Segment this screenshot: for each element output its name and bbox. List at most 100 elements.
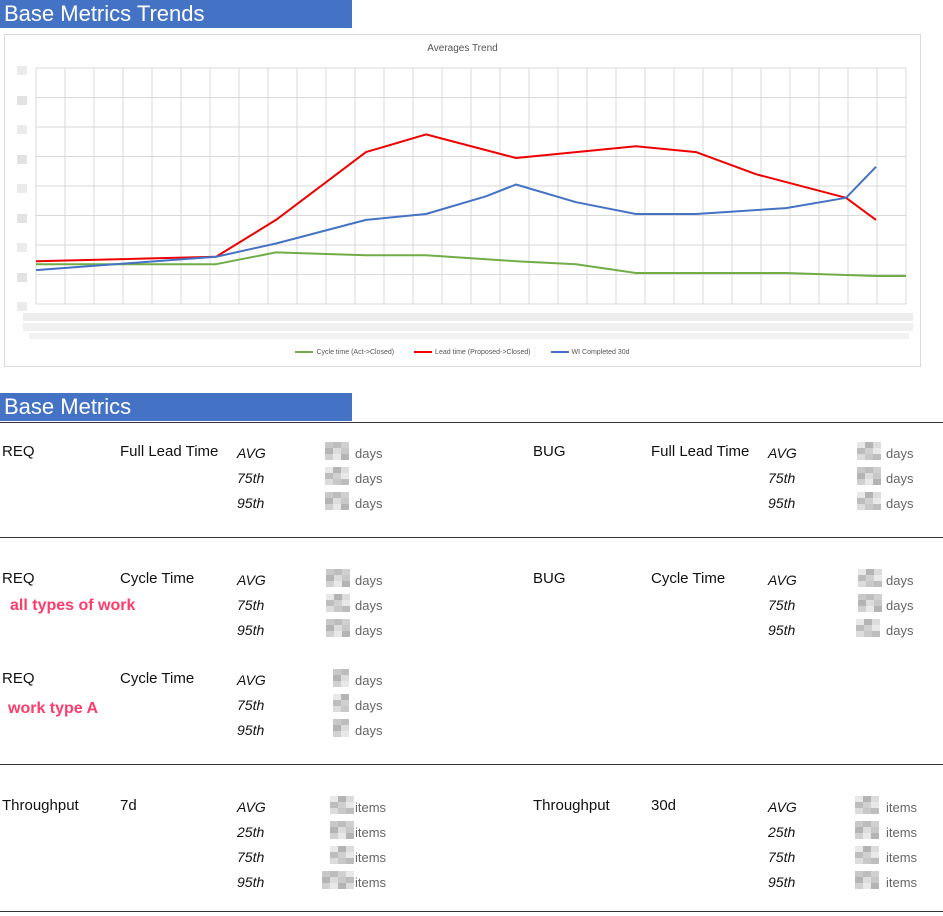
unit-label: days xyxy=(886,471,914,486)
redacted-value xyxy=(333,719,349,737)
metric-label: 30d xyxy=(651,797,677,814)
redacted-value xyxy=(333,694,349,712)
stat-label: AVG xyxy=(768,799,797,815)
stat-label: 95th xyxy=(237,722,265,738)
metric-label: Cycle Time xyxy=(651,570,726,587)
unit-label: days xyxy=(355,496,383,511)
unit-label: days xyxy=(355,471,383,486)
unit-label: days xyxy=(886,598,914,613)
stat-label: 75th xyxy=(237,597,265,613)
redacted-value xyxy=(857,467,881,485)
unit-label: days xyxy=(355,573,383,588)
x-axis-labels xyxy=(23,313,913,321)
divider xyxy=(0,422,943,423)
stat-label: 75th xyxy=(768,470,796,486)
category-label: REQ xyxy=(2,570,35,587)
redacted-value xyxy=(858,569,882,587)
annotation-work-type-a: work type A xyxy=(8,700,99,717)
redacted-value xyxy=(858,594,882,612)
redacted-value xyxy=(325,442,349,460)
y-axis-tick-label xyxy=(17,95,27,105)
redacted-value xyxy=(857,492,881,510)
stat-label: 95th xyxy=(237,622,265,638)
unit-label: days xyxy=(886,446,914,461)
unit-label: items xyxy=(355,850,387,865)
redacted-value xyxy=(325,492,349,510)
y-axis-tick-label xyxy=(17,272,27,282)
stat-label: 75th xyxy=(768,849,796,865)
stat-label: 75th xyxy=(237,849,265,865)
metric-label: Full Lead Time xyxy=(651,443,750,460)
unit-label: items xyxy=(886,875,918,890)
unit-label: days xyxy=(355,446,383,461)
stat-label: 95th xyxy=(237,495,265,511)
stat-label: AVG xyxy=(237,572,266,588)
unit-label: items xyxy=(886,800,918,815)
unit-label: days xyxy=(355,698,383,713)
legend-item-wi-completed: WI Completed 30d xyxy=(550,349,630,356)
category-label: BUG xyxy=(533,570,566,587)
stat-label: 25th xyxy=(237,824,265,840)
legend-item-cycle-time: Cycle time (Act->Closed) xyxy=(295,349,394,356)
chart-title: Averages Trend xyxy=(427,43,498,54)
stat-label: 95th xyxy=(768,874,796,890)
y-axis-tick-label xyxy=(17,125,27,134)
y-axis-tick-label xyxy=(17,302,27,311)
metric-label: 7d xyxy=(120,797,137,814)
unit-label: days xyxy=(355,673,383,688)
unit-label: items xyxy=(355,825,387,840)
redacted-value xyxy=(326,594,350,612)
x-axis-labels xyxy=(23,323,913,331)
y-axis-tick-label xyxy=(17,213,27,223)
stat-label: AVG xyxy=(237,672,266,688)
unit-label: days xyxy=(886,573,914,588)
redacted-value xyxy=(330,821,354,839)
x-axis-labels xyxy=(29,333,909,339)
redacted-value xyxy=(330,796,354,814)
series-line-2 xyxy=(35,166,877,272)
redacted-value xyxy=(855,846,879,864)
category-label: Throughput xyxy=(533,797,610,814)
unit-label: items xyxy=(355,800,387,815)
unit-label: days xyxy=(355,723,383,738)
unit-label: days xyxy=(355,598,383,613)
metrics-section-header: Base Metrics xyxy=(0,393,352,421)
redacted-value xyxy=(326,569,350,587)
redacted-value xyxy=(333,669,349,687)
category-label: Throughput xyxy=(2,797,79,814)
stat-label: 95th xyxy=(237,874,265,890)
stat-label: 75th xyxy=(768,597,796,613)
redacted-value xyxy=(330,846,354,864)
unit-label: items xyxy=(355,875,387,890)
divider xyxy=(0,911,943,912)
chart-legend: Cycle time (Act->Closed) Lead time (Prop… xyxy=(5,349,920,356)
series-line-0 xyxy=(36,251,906,277)
redacted-value xyxy=(855,821,879,839)
category-label: REQ xyxy=(2,443,35,460)
unit-label: days xyxy=(886,623,914,638)
redacted-value xyxy=(855,796,879,814)
redacted-value xyxy=(856,619,880,637)
redacted-value xyxy=(322,871,354,889)
unit-label: items xyxy=(886,850,918,865)
unit-label: days xyxy=(886,496,914,511)
chart-plot xyxy=(35,67,907,305)
series-line-1 xyxy=(35,133,877,263)
category-label: BUG xyxy=(533,443,566,460)
redacted-value xyxy=(325,467,349,485)
redacted-value xyxy=(857,442,881,460)
y-axis-tick-label xyxy=(17,66,27,75)
divider xyxy=(0,764,943,765)
metric-label: Full Lead Time xyxy=(120,443,219,460)
trend-section-header: Base Metrics Trends xyxy=(0,0,352,28)
y-axis-tick-label xyxy=(17,243,27,252)
metric-label: Cycle Time xyxy=(120,570,195,587)
unit-label: days xyxy=(355,623,383,638)
divider xyxy=(0,537,943,538)
annotation-all-types-of-work: all types of work xyxy=(10,597,136,614)
category-label: REQ xyxy=(2,670,35,687)
redacted-value xyxy=(855,871,879,889)
metric-label: Cycle Time xyxy=(120,670,195,687)
stat-label: AVG xyxy=(768,572,797,588)
stat-label: 75th xyxy=(237,470,265,486)
